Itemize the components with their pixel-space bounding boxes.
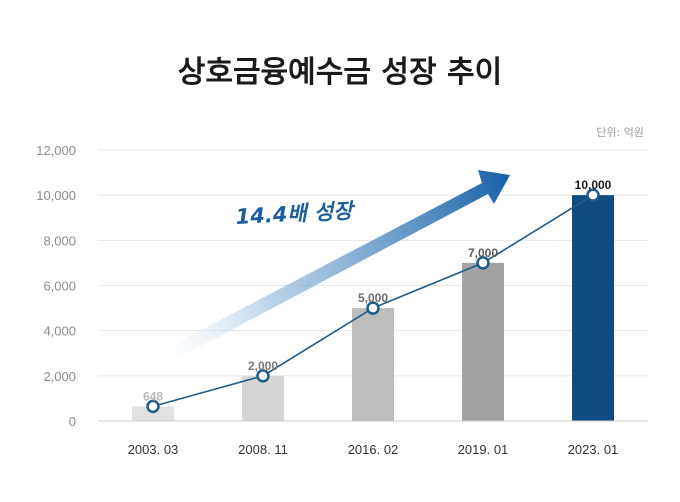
y-tick-label: 10,000 (36, 188, 76, 203)
x-tick-label: 2003. 03 (128, 442, 179, 457)
x-tick-label: 2019. 01 (458, 442, 509, 457)
data-label: 5,000 (358, 291, 388, 305)
y-tick-label: 2,000 (43, 369, 76, 384)
y-tick-label: 4,000 (43, 324, 76, 339)
data-point (476, 256, 490, 270)
x-tick-label: 2016. 02 (348, 442, 399, 457)
gridlines (98, 149, 648, 377)
bar (352, 308, 394, 421)
growth-arrow-icon (140, 170, 510, 372)
x-tick-label: 2008. 11 (238, 442, 288, 457)
bar (462, 262, 504, 421)
x-tick-label: 2023. 01 (568, 442, 619, 457)
data-label: 648 (143, 389, 163, 403)
y-tick-label: 6,000 (43, 279, 76, 294)
chart-title: 상호금융예수금 성장 추이 (178, 55, 503, 90)
data-label: 10,000 (575, 178, 612, 192)
x-axis-ticks: 2003. 03 2008. 11 2016. 02 2019. 01 2023. 01 (128, 442, 619, 457)
data-label: 2,000 (248, 359, 278, 373)
data-point (256, 369, 270, 383)
y-tick-label: 8,000 (43, 233, 76, 248)
trend-line (146, 188, 600, 414)
y-tick-label: 0 (69, 414, 76, 429)
value-labels: 648 2,000 5,000 7,000 10,000 (143, 178, 612, 403)
unit-label: 단위: 억원 (596, 126, 644, 139)
data-point (366, 301, 380, 315)
bar (242, 375, 284, 421)
bar (572, 195, 614, 421)
y-tick-label: 12,000 (36, 143, 76, 158)
y-axis-ticks: 0 2,000 4,000 6,000 8,000 10,000 12,000 (36, 143, 76, 429)
bar (132, 406, 174, 421)
data-point (586, 188, 600, 202)
growth-annotation: 14.4배 성장 (235, 199, 357, 229)
bars (132, 195, 614, 421)
data-label: 7,000 (468, 246, 498, 260)
data-point (146, 399, 160, 414)
